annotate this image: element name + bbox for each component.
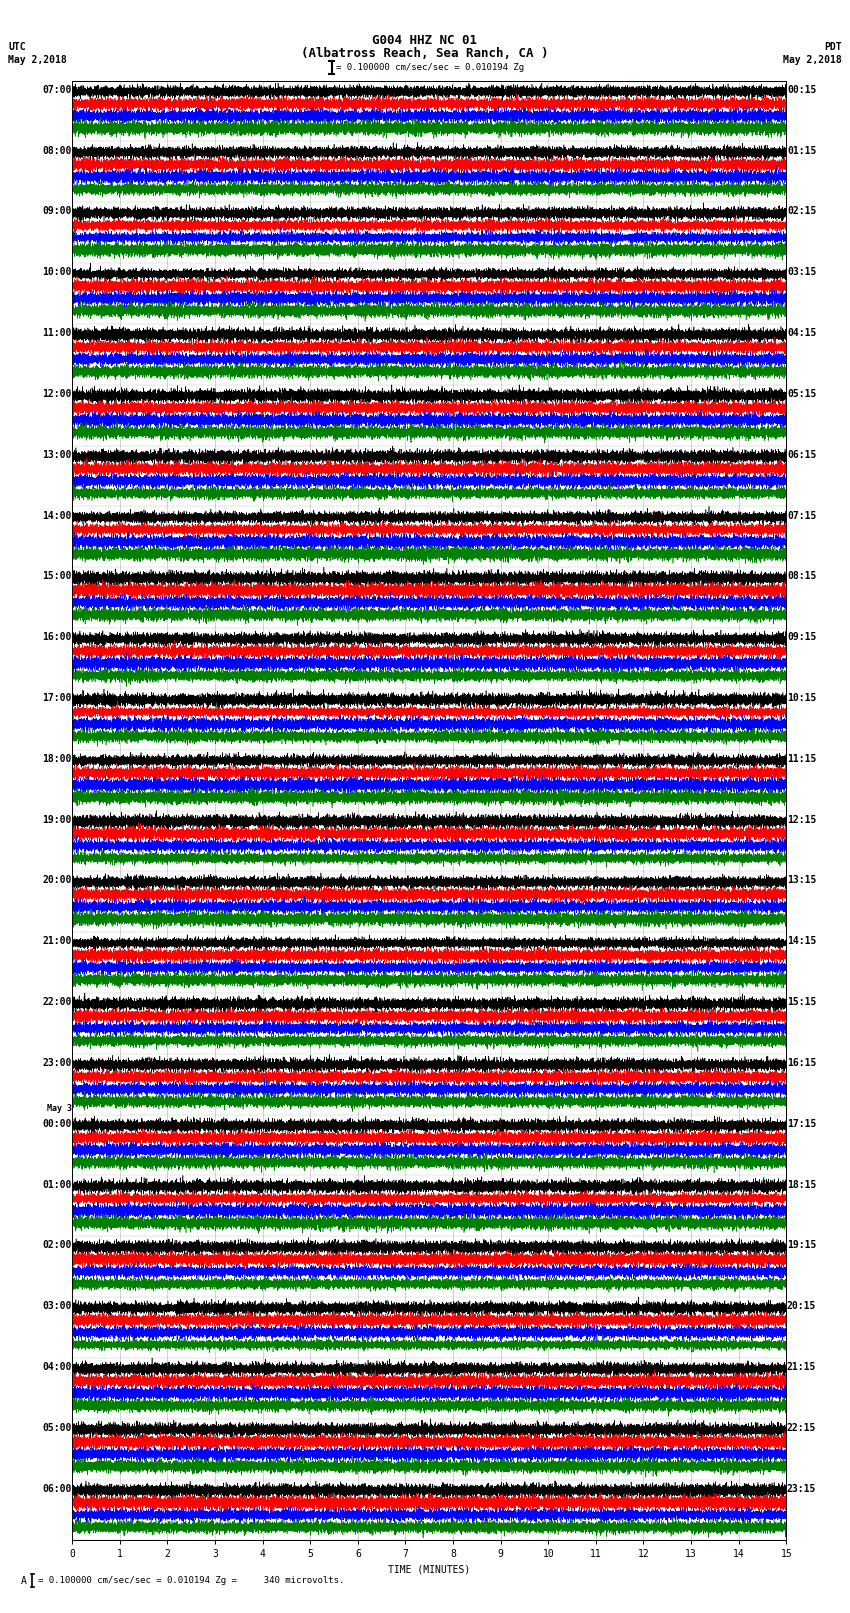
Text: 17:15: 17:15	[787, 1119, 816, 1129]
Text: 08:00: 08:00	[42, 145, 71, 155]
Text: 00:15: 00:15	[787, 85, 816, 95]
Text: 11:00: 11:00	[42, 327, 71, 339]
Text: 21:15: 21:15	[787, 1361, 816, 1373]
Text: 22:15: 22:15	[787, 1423, 816, 1432]
Text: 09:15: 09:15	[787, 632, 816, 642]
Text: 18:00: 18:00	[42, 753, 71, 765]
Text: 05:15: 05:15	[787, 389, 816, 398]
Text: 21:00: 21:00	[42, 936, 71, 947]
Text: 01:00: 01:00	[42, 1179, 71, 1190]
Text: 04:00: 04:00	[42, 1361, 71, 1373]
Text: 16:15: 16:15	[787, 1058, 816, 1068]
Text: 07:00: 07:00	[42, 85, 71, 95]
Text: 02:15: 02:15	[787, 206, 816, 216]
Text: 19:00: 19:00	[42, 815, 71, 824]
Text: = 0.100000 cm/sec/sec = 0.010194 Zg =     340 microvolts.: = 0.100000 cm/sec/sec = 0.010194 Zg = 34…	[38, 1576, 344, 1586]
Text: 12:15: 12:15	[787, 815, 816, 824]
Text: = 0.100000 cm/sec/sec = 0.010194 Zg: = 0.100000 cm/sec/sec = 0.010194 Zg	[336, 63, 524, 73]
Text: 14:15: 14:15	[787, 936, 816, 947]
Text: 11:15: 11:15	[787, 753, 816, 765]
Text: 10:15: 10:15	[787, 694, 816, 703]
Text: May 3: May 3	[47, 1105, 71, 1113]
Text: 20:15: 20:15	[787, 1302, 816, 1311]
Text: PDT: PDT	[824, 42, 842, 52]
Text: May 2,2018: May 2,2018	[8, 55, 67, 65]
Text: 19:15: 19:15	[787, 1240, 816, 1250]
Text: 22:00: 22:00	[42, 997, 71, 1007]
Text: 16:00: 16:00	[42, 632, 71, 642]
Text: 10:00: 10:00	[42, 268, 71, 277]
Text: 20:00: 20:00	[42, 876, 71, 886]
Text: 06:00: 06:00	[42, 1484, 71, 1494]
Text: 01:15: 01:15	[787, 145, 816, 155]
Text: 15:00: 15:00	[42, 571, 71, 581]
Text: 04:15: 04:15	[787, 327, 816, 339]
Text: 14:00: 14:00	[42, 511, 71, 521]
Text: 23:15: 23:15	[787, 1484, 816, 1494]
Text: 13:00: 13:00	[42, 450, 71, 460]
Text: 17:00: 17:00	[42, 694, 71, 703]
Text: 15:15: 15:15	[787, 997, 816, 1007]
Text: 00:00: 00:00	[42, 1119, 71, 1129]
X-axis label: TIME (MINUTES): TIME (MINUTES)	[388, 1565, 470, 1574]
Text: 09:00: 09:00	[42, 206, 71, 216]
Text: A: A	[21, 1576, 27, 1586]
Text: 02:00: 02:00	[42, 1240, 71, 1250]
Text: 18:15: 18:15	[787, 1179, 816, 1190]
Text: 07:15: 07:15	[787, 511, 816, 521]
Text: 03:15: 03:15	[787, 268, 816, 277]
Text: UTC: UTC	[8, 42, 26, 52]
Text: 23:00: 23:00	[42, 1058, 71, 1068]
Text: 12:00: 12:00	[42, 389, 71, 398]
Text: 13:15: 13:15	[787, 876, 816, 886]
Text: (Albatross Reach, Sea Ranch, CA ): (Albatross Reach, Sea Ranch, CA )	[301, 47, 549, 60]
Text: 06:15: 06:15	[787, 450, 816, 460]
Text: G004 HHZ NC 01: G004 HHZ NC 01	[372, 34, 478, 47]
Text: 05:00: 05:00	[42, 1423, 71, 1432]
Text: 03:00: 03:00	[42, 1302, 71, 1311]
Text: May 2,2018: May 2,2018	[783, 55, 842, 65]
Text: 08:15: 08:15	[787, 571, 816, 581]
